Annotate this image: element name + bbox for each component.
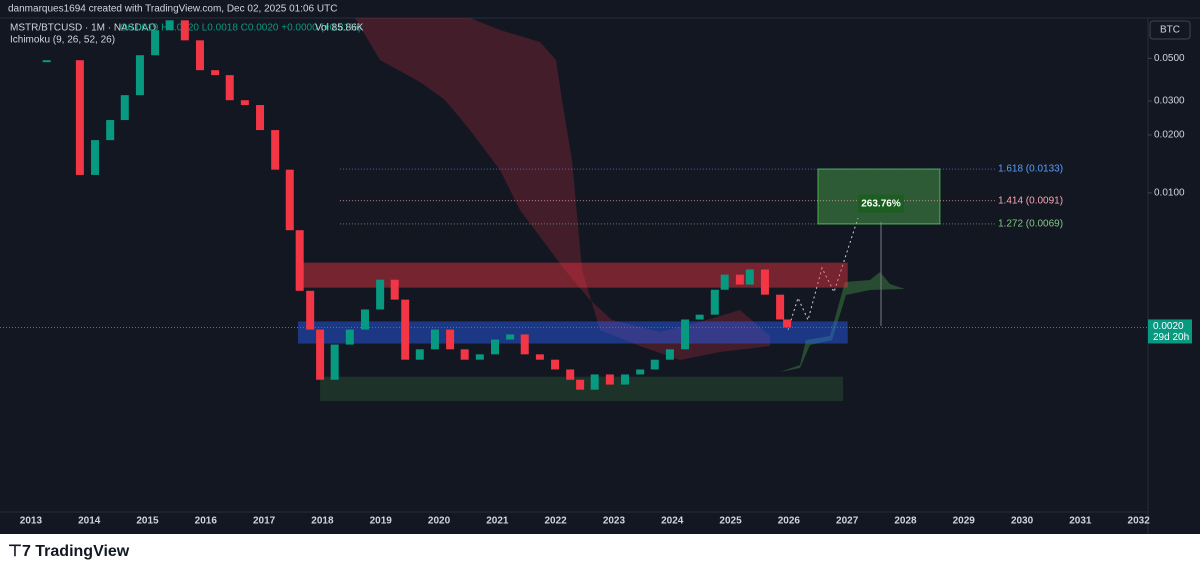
candle: [285, 169, 294, 231]
candle: [256, 105, 265, 131]
candle: [621, 374, 630, 385]
x-tick-label: 2016: [195, 516, 218, 527]
ichimoku-cloud: [355, 18, 770, 360]
x-tick-label: 2013: [20, 516, 43, 527]
candle: [360, 309, 369, 330]
y-tick-label: 0.0200: [1154, 130, 1185, 141]
candle: [760, 269, 769, 295]
last-price-box: [1148, 319, 1192, 344]
x-tick-label: 2025: [719, 516, 742, 527]
candle: [430, 329, 439, 350]
candle: [490, 339, 499, 355]
candle: [180, 20, 189, 41]
ichimoku-cloud-future: [780, 272, 905, 372]
candle: [330, 344, 339, 380]
candle: [636, 369, 645, 375]
candle: [506, 334, 515, 340]
annotation: 263.76%: [861, 198, 901, 209]
candle: [75, 60, 84, 175]
candle: [390, 279, 399, 300]
candle: [91, 140, 100, 175]
x-tick-label: 2021: [486, 516, 509, 527]
candle: [316, 329, 325, 380]
fib-label: 1.618 (0.0133): [998, 164, 1063, 175]
fib-label: 1.272 (0.0069): [998, 219, 1063, 230]
x-tick-label: 2014: [78, 516, 101, 527]
candle: [695, 314, 704, 320]
projection-path: [787, 217, 859, 331]
ohlc-legend: O0.0019 H0.0020 L0.0018 C0.0020 +0.0000 …: [120, 23, 361, 34]
candle: [665, 349, 674, 360]
annotation-box: [858, 194, 905, 213]
candle: [295, 230, 304, 291]
candle: [345, 329, 354, 345]
symbol-legend: MSTR/BTCUSD · 1M · NASDAQ: [10, 23, 156, 34]
candle: [590, 374, 599, 390]
candle: [446, 329, 455, 350]
candle: [681, 319, 690, 350]
candle: [106, 120, 115, 141]
last-price-label: 0.0020: [1153, 321, 1184, 332]
x-tick-label: 2023: [603, 516, 626, 527]
candle: [195, 40, 204, 71]
currency-button[interactable]: [1149, 20, 1191, 40]
candle: [135, 55, 144, 96]
credit: danmarques1694 created with TradingView.…: [8, 4, 337, 15]
indicator-legend: Ichimoku (9, 26, 52, 26): [10, 35, 115, 46]
y-tick-label: 0.0100: [1154, 188, 1185, 199]
candle: [225, 75, 234, 101]
candle: [783, 319, 792, 328]
candle: [551, 359, 560, 370]
x-tick-label: 2026: [778, 516, 801, 527]
candle: [120, 95, 129, 121]
candle: [605, 374, 614, 385]
candle: [475, 354, 484, 360]
candle: [401, 299, 410, 360]
x-tick-label: 2032: [1128, 516, 1151, 527]
x-tick-label: 2019: [370, 516, 393, 527]
x-tick-label: 2018: [311, 516, 334, 527]
candle: [535, 354, 544, 360]
candle: [151, 30, 160, 56]
countdown: 29d 20h: [1153, 332, 1189, 343]
candle: [745, 269, 754, 285]
candle: [165, 20, 174, 31]
candle: [306, 290, 315, 330]
x-tick-label: 2031: [1069, 516, 1092, 527]
x-tick-label: 2029: [953, 516, 976, 527]
x-tick-label: 2028: [894, 516, 917, 527]
y-tick-label: 0.0300: [1154, 96, 1185, 107]
candle: [42, 60, 51, 63]
candle: [211, 70, 220, 76]
volume-legend: Vol 85.86K: [315, 23, 364, 34]
candle: [720, 274, 729, 290]
currency-label[interactable]: BTC: [1160, 25, 1180, 36]
candle: [710, 289, 719, 315]
footer-brand: ⊤7 TradingView: [8, 543, 130, 560]
candle: [415, 349, 424, 360]
candle: [650, 359, 659, 370]
chart-background: [0, 0, 1200, 534]
candle: [776, 294, 785, 320]
x-tick-label: 2022: [545, 516, 568, 527]
x-tick-label: 2024: [661, 516, 684, 527]
candle: [460, 349, 469, 360]
x-tick-label: 2020: [428, 516, 451, 527]
candle: [520, 334, 529, 355]
x-tick-label: 2027: [836, 516, 859, 527]
candle: [735, 274, 744, 285]
candle: [566, 369, 575, 380]
x-tick-label: 2015: [136, 516, 159, 527]
zone: [297, 321, 848, 344]
fib-label: 1.414 (0.0091): [998, 195, 1063, 206]
candle: [271, 130, 280, 170]
candle: [376, 279, 385, 310]
x-tick-label: 2017: [253, 516, 276, 527]
candle: [576, 379, 585, 390]
y-tick-label: 0.0500: [1154, 53, 1185, 64]
candle: [240, 100, 249, 106]
x-tick-label: 2030: [1011, 516, 1034, 527]
